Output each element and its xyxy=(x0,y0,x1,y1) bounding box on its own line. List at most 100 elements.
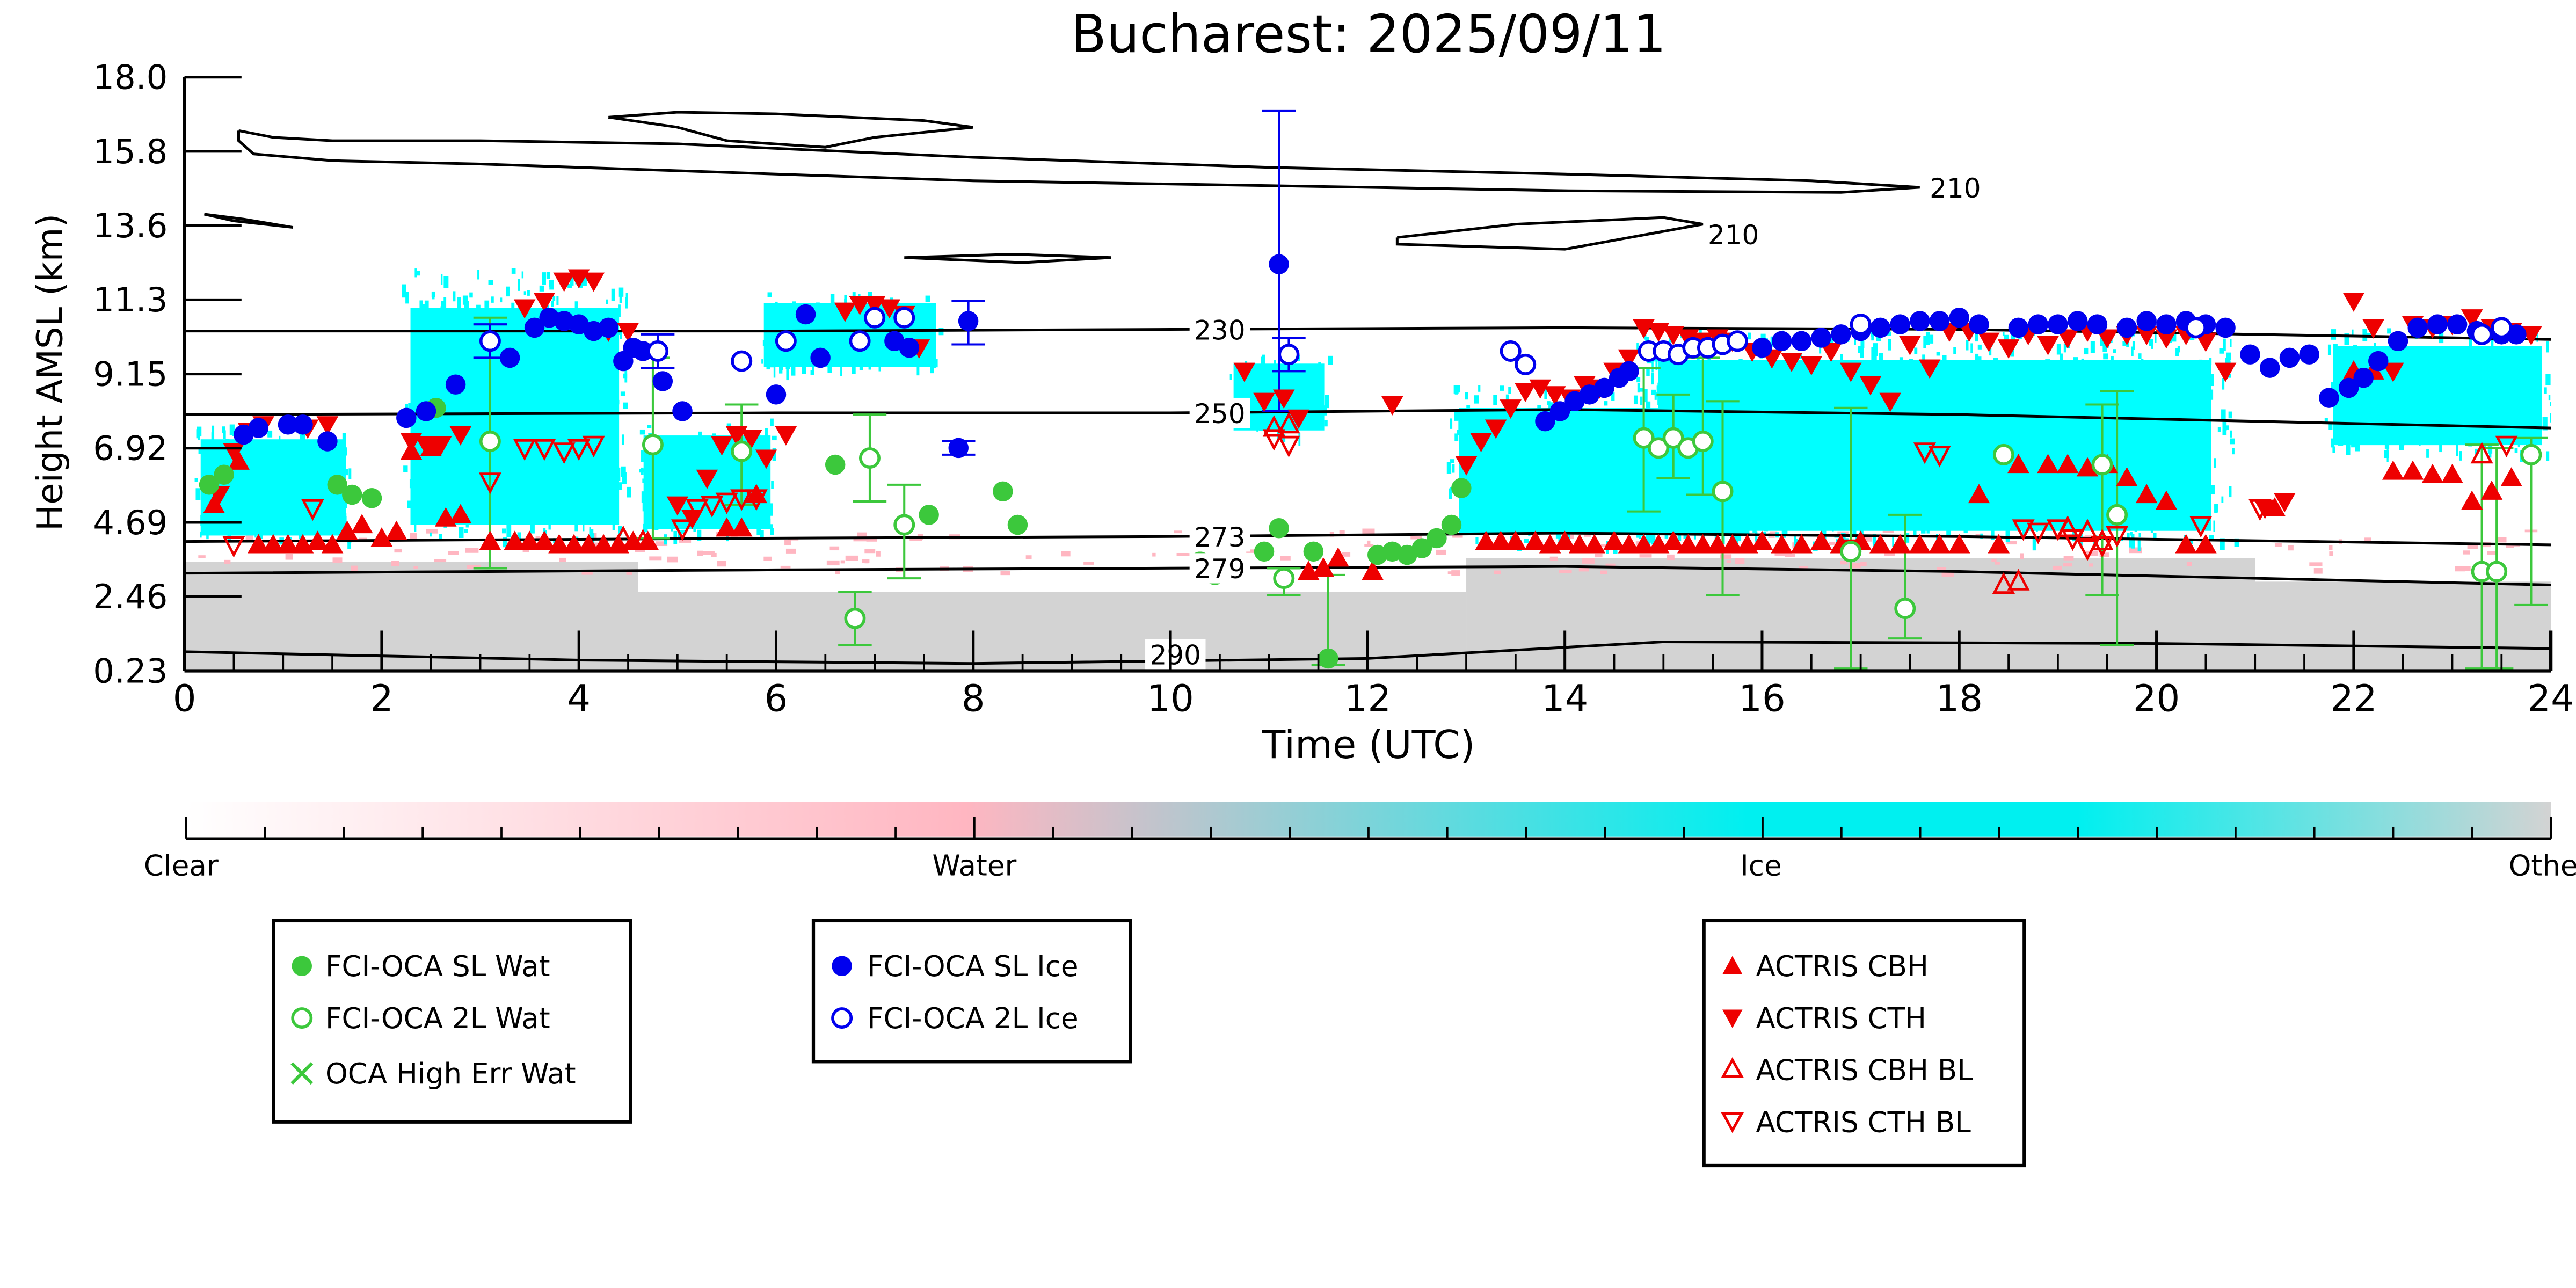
point-actris-cth xyxy=(1918,359,1941,379)
ice-streak xyxy=(2172,433,2176,447)
ice-streak xyxy=(2090,483,2094,491)
ice-streak xyxy=(2002,332,2005,337)
ice-streak xyxy=(1548,448,1553,461)
ice-streak xyxy=(292,478,296,489)
ice-streak xyxy=(1904,488,1909,494)
ice-streak xyxy=(1953,347,1956,354)
ice-streak xyxy=(2109,362,2114,368)
ice-streak xyxy=(2140,487,2143,496)
point-actris-cth xyxy=(1500,399,1522,419)
ice-streak xyxy=(342,433,346,443)
ice-streak xyxy=(447,448,452,460)
point-actris-cbh xyxy=(1909,534,1931,554)
ice-streak xyxy=(513,446,517,459)
ice-streak xyxy=(2387,328,2391,334)
ice-streak xyxy=(415,370,419,377)
water-speck xyxy=(2288,545,2294,551)
ice-streak xyxy=(2084,413,2089,427)
ice-streak xyxy=(1634,456,1636,464)
ice-streak xyxy=(2121,430,2124,441)
ice-streak xyxy=(2146,362,2148,366)
ice-streak xyxy=(803,351,809,358)
point-fci-oca-sl-ice xyxy=(293,414,313,435)
ice-streak xyxy=(2464,392,2467,401)
ice-streak xyxy=(521,441,526,448)
ice-streak xyxy=(1694,397,1698,406)
point-actris-cbh xyxy=(2441,463,2463,483)
ice-streak xyxy=(587,363,590,373)
ice-streak xyxy=(341,516,347,523)
ice-streak xyxy=(1488,497,1493,503)
ice-streak xyxy=(545,486,550,495)
ice-streak xyxy=(671,519,673,532)
ice-streak xyxy=(198,448,202,454)
ice-streak xyxy=(1584,482,1587,489)
ice-streak xyxy=(1902,387,1906,401)
ice-streak xyxy=(1991,526,1995,540)
water-speck xyxy=(656,541,668,547)
ice-streak xyxy=(596,359,600,368)
legend-actris-frame xyxy=(1702,919,2026,1168)
ice-streak xyxy=(1700,525,1702,535)
point-fci-oca-2l-wat xyxy=(1712,481,1734,503)
water-speck xyxy=(410,533,417,539)
ice-streak xyxy=(516,337,521,350)
ice-streak xyxy=(925,295,930,302)
ice-streak xyxy=(1663,490,1668,494)
ice-streak xyxy=(2227,374,2231,378)
ice-streak xyxy=(1286,399,1291,404)
ice-streak xyxy=(1872,360,1878,374)
ice-streak xyxy=(760,530,764,538)
ice-streak xyxy=(2522,413,2524,426)
point-actris-cth xyxy=(1899,336,1921,355)
water-speck xyxy=(667,556,678,563)
ice-streak xyxy=(1992,514,1995,518)
ice-streak xyxy=(548,519,551,530)
ice-streak xyxy=(1995,478,1998,484)
ice-streak xyxy=(2451,358,2456,363)
point-fci-oca-2l-wat xyxy=(1894,598,1916,620)
ice-streak xyxy=(1523,430,1528,439)
point-fci-oca-sl-ice xyxy=(632,341,653,361)
ice-streak xyxy=(785,362,791,369)
ice-streak xyxy=(2020,498,2026,507)
ice-streak xyxy=(816,302,820,310)
ice-streak xyxy=(2525,432,2529,440)
ice-streak xyxy=(2456,428,2458,438)
water-speck xyxy=(835,569,840,574)
ice-region xyxy=(2333,346,2542,446)
point-fci-oca-sl-ice xyxy=(1594,377,1614,398)
point-actris-cth xyxy=(1978,332,2000,352)
ice-streak xyxy=(1895,525,1897,530)
ice-streak xyxy=(846,356,849,361)
ice-streak xyxy=(1489,485,1491,493)
ice-streak xyxy=(1753,429,1757,442)
ice-streak xyxy=(2185,493,2187,500)
ice-streak xyxy=(2229,486,2232,498)
ice-streak xyxy=(200,531,202,538)
ice-streak xyxy=(698,447,702,457)
water-speck xyxy=(2463,550,2470,555)
ice-streak xyxy=(2384,450,2389,459)
ice-streak xyxy=(1760,435,1764,441)
ice-streak xyxy=(768,503,773,516)
point-fci-oca-2l-ice xyxy=(2185,317,2207,339)
ice-streak xyxy=(2449,376,2451,387)
ice-streak xyxy=(1794,465,1797,471)
point-actris-cbh xyxy=(2116,467,2138,487)
ice-streak xyxy=(1979,466,1982,475)
ice-streak xyxy=(1709,491,1713,501)
ice-streak xyxy=(1549,493,1552,501)
ice-streak xyxy=(2164,458,2169,465)
ice-streak xyxy=(436,374,441,385)
ice-streak xyxy=(203,527,206,534)
ice-streak xyxy=(511,302,515,309)
ice-streak xyxy=(521,419,524,426)
ice-streak xyxy=(488,280,493,285)
ice-streak xyxy=(1479,410,1482,419)
ice-streak xyxy=(792,361,795,369)
point-actris-cth xyxy=(2382,362,2404,382)
point-actris-cth-bl xyxy=(1928,446,1951,468)
ice-streak xyxy=(480,388,483,392)
ice-streak xyxy=(1835,390,1840,404)
